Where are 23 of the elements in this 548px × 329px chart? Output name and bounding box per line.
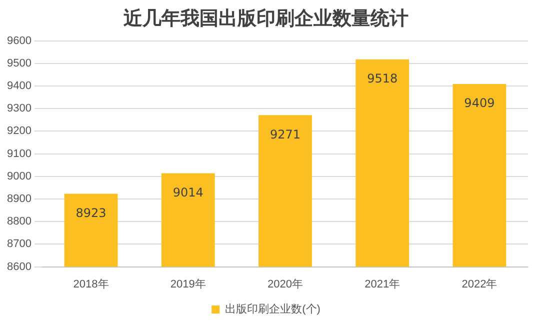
y-tick-label: 9200 [6,125,32,138]
y-tick-label: 9100 [6,148,32,160]
y-tick-label: 8900 [6,193,32,206]
x-tick-label: 2020年 [267,278,303,290]
legend-label: 出版印刷企业数(个) [225,302,320,316]
data-label: 9271 [270,127,301,142]
y-tick-label: 8700 [6,238,32,250]
y-tick-label: 9300 [6,102,32,115]
y-tick-label: 8800 [6,216,32,228]
data-label: 8923 [76,206,106,220]
y-tick-label: 8600 [6,260,32,273]
data-label: 9014 [172,185,204,200]
x-tick-label: 2018年 [73,278,109,290]
y-tick-label: 9600 [6,34,32,47]
chart-title: 近几年我国出版印刷企业数量统计 [122,7,408,30]
y-tick-label: 9400 [6,80,32,92]
x-tick-label: 2021年 [364,278,400,290]
data-label: 9518 [367,71,398,86]
x-tick-label: 2022年 [462,278,498,290]
y-tick-label: 9500 [6,57,32,70]
x-tick-label: 2019年 [170,278,206,290]
y-tick-label: 9000 [6,170,32,182]
data-label: 9409 [464,96,495,110]
